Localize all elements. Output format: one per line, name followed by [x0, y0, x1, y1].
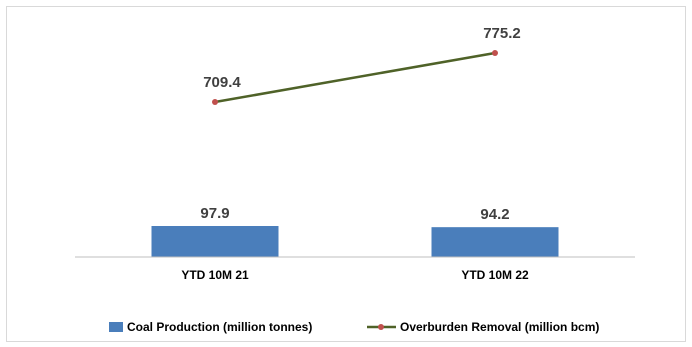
legend-swatch-coal [109, 322, 123, 332]
legend-label-coal: Coal Production (million tonnes) [127, 320, 312, 334]
line-value-label-2: 775.2 [483, 25, 521, 42]
legend-label-overburden: Overburden Removal (million bcm) [400, 320, 599, 334]
line-path [214, 51, 496, 104]
bar-series [151, 226, 559, 257]
line-series [212, 50, 498, 105]
bar-value-label-2: 94.2 [480, 206, 509, 223]
bar-1 [151, 226, 279, 257]
bar-value-label-1: 97.9 [200, 205, 229, 222]
line-value-label-1: 709.4 [203, 74, 241, 91]
x-tick-label-1: YTD 10M 21 [181, 268, 249, 282]
line-point-2 [492, 50, 498, 56]
x-axis: YTD 10M 21 YTD 10M 22 [75, 256, 635, 282]
legend: Coal Production (million tonnes) Overburd… [109, 320, 599, 334]
bar-2 [431, 227, 559, 257]
line-point-1 [212, 99, 218, 105]
x-tick-label-2: YTD 10M 22 [461, 268, 529, 282]
legend-marker-overburden [378, 324, 384, 330]
data-labels: 97.9 94.2 709.4 775.2 [200, 25, 520, 223]
chart-frame [6, 6, 686, 342]
